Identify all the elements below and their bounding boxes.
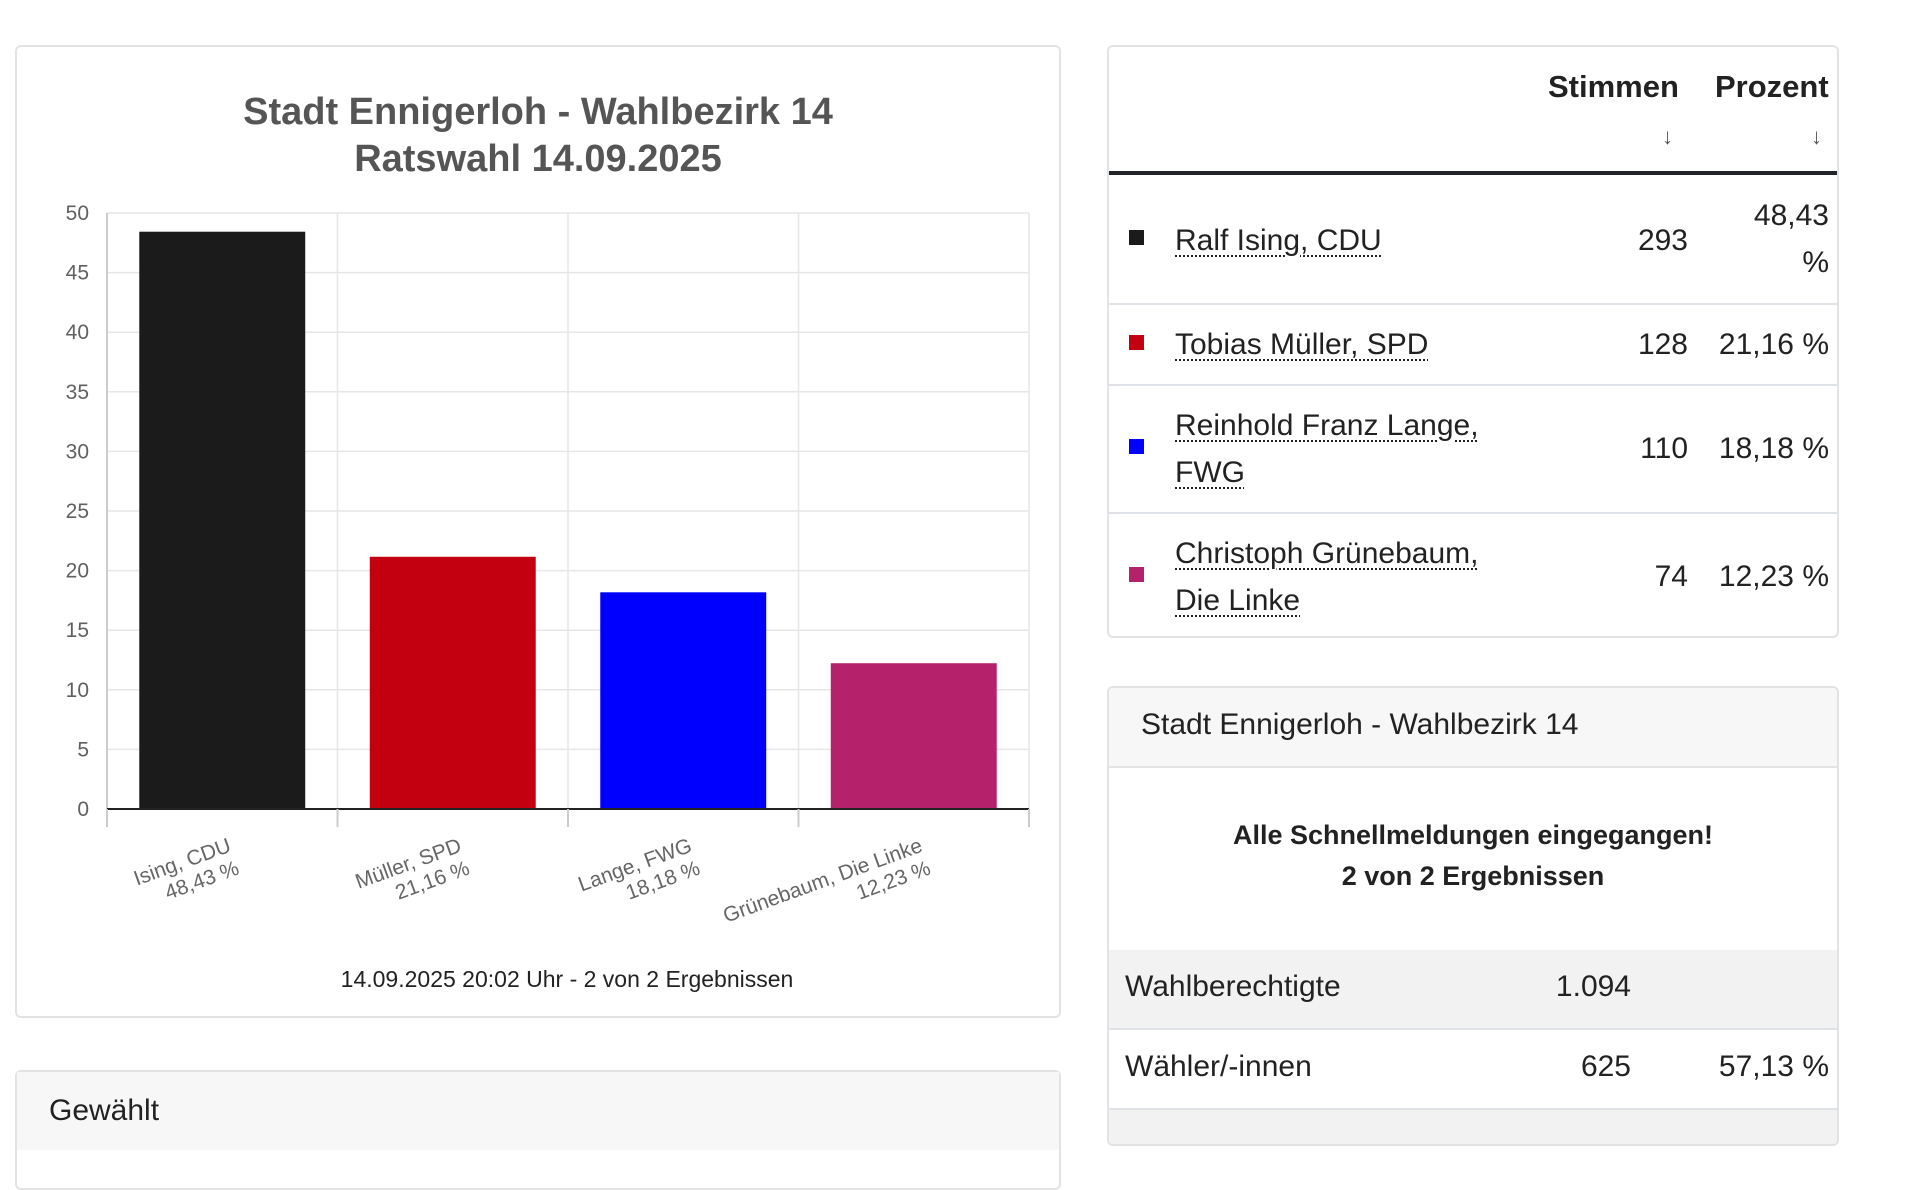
- stat-row-voters: Wähler/-innen 625 57,13 %: [1109, 1030, 1837, 1108]
- candidate-link[interactable]: Die Linke: [1175, 584, 1301, 617]
- row-divider: [1109, 384, 1837, 386]
- y-tick-label: 45: [66, 262, 89, 285]
- stat-value: 625: [1580, 1050, 1631, 1083]
- votes-value: 128: [1637, 328, 1688, 361]
- chart-caption: 14.09.2025 20:02 Uhr - 2 von 2 Ergebniss…: [341, 966, 794, 992]
- stat-percent: 57,13 %: [1718, 1050, 1829, 1083]
- party-color-swatch: [1129, 335, 1144, 350]
- y-tick-label: 10: [66, 679, 89, 702]
- sort-arrow-icon[interactable]: ↓: [1811, 124, 1822, 149]
- chart-card: Stadt Ennigerloh - Wahlbezirk 14 Ratswah…: [15, 45, 1061, 1018]
- column-header-percent[interactable]: Prozent: [1715, 69, 1829, 104]
- percent-value: 18,18 %: [1718, 432, 1829, 465]
- stat-row-next: [1109, 1110, 1837, 1144]
- elected-title: Gewählt: [49, 1094, 160, 1127]
- votes-value: 74: [1654, 560, 1688, 593]
- percent-value: 21,16 %: [1718, 328, 1829, 361]
- candidate-link[interactable]: Tobias Müller, SPD: [1175, 328, 1429, 361]
- row-divider: [1109, 1028, 1837, 1030]
- party-color-swatch: [1129, 567, 1144, 582]
- bar: [139, 231, 306, 809]
- chart-title: Stadt Ennigerloh - Wahlbezirk 14: [243, 91, 833, 133]
- stat-row-eligible: Wahlberechtigte 1.094: [1109, 950, 1837, 1028]
- column-header-votes[interactable]: Stimmen: [1548, 69, 1679, 104]
- bar-chart: Stadt Ennigerloh - Wahlbezirk 14 Ratswah…: [66, 91, 1030, 992]
- district-info-card: Stadt Ennigerloh - Wahlbezirk 14 Alle Sc…: [1107, 686, 1839, 1146]
- results-table: Stimmen ↓ Prozent ↓ Ralf Ising, CDU 293 …: [1107, 45, 1839, 638]
- percent-unit: %: [1802, 246, 1829, 279]
- y-tick-label: 25: [66, 500, 89, 523]
- y-tick-label: 20: [66, 560, 89, 583]
- y-tick-label: 50: [66, 202, 89, 225]
- votes-value: 110: [1640, 432, 1688, 465]
- elected-card: Gewählt: [15, 1070, 1061, 1190]
- bar: [830, 663, 997, 809]
- stat-label: Wähler/-innen: [1125, 1050, 1312, 1083]
- party-color-swatch: [1129, 439, 1144, 454]
- percent-value: 48,43: [1753, 199, 1829, 232]
- status-message: Alle Schnellmeldungen eingegangen!: [1232, 820, 1714, 850]
- bar: [369, 556, 536, 809]
- bar: [600, 592, 767, 809]
- stat-value: 1.094: [1555, 970, 1631, 1003]
- row-divider: [1109, 1108, 1837, 1110]
- y-tick-label: 5: [77, 738, 89, 761]
- y-tick-label: 0: [77, 798, 89, 821]
- district-info-header: Stadt Ennigerloh - Wahlbezirk 14: [1109, 688, 1837, 768]
- candidate-link[interactable]: Reinhold Franz Lange,: [1175, 409, 1479, 442]
- sort-arrow-icon[interactable]: ↓: [1662, 124, 1673, 149]
- party-color-swatch: [1129, 230, 1144, 245]
- row-divider: [1109, 303, 1837, 305]
- district-title: Stadt Ennigerloh - Wahlbezirk 14: [1141, 708, 1579, 741]
- candidate-link[interactable]: FWG: [1175, 456, 1245, 489]
- percent-value: 12,23 %: [1718, 560, 1829, 593]
- y-tick-label: 35: [66, 381, 89, 404]
- votes-value: 293: [1637, 224, 1688, 257]
- chart-subtitle: Ratswahl 14.09.2025: [354, 138, 722, 180]
- stat-label: Wahlberechtigte: [1125, 970, 1341, 1003]
- results-count: 2 von 2 Ergebnissen: [1341, 861, 1605, 891]
- y-tick-label: 15: [66, 619, 89, 642]
- y-tick-label: 30: [66, 440, 89, 463]
- candidate-link[interactable]: Christoph Grünebaum,: [1175, 537, 1479, 570]
- y-tick-label: 40: [66, 321, 89, 344]
- elected-header: Gewählt: [17, 1072, 1059, 1150]
- row-divider: [1109, 512, 1837, 514]
- header-divider: [1109, 171, 1837, 175]
- candidate-link[interactable]: Ralf Ising, CDU: [1175, 224, 1382, 257]
